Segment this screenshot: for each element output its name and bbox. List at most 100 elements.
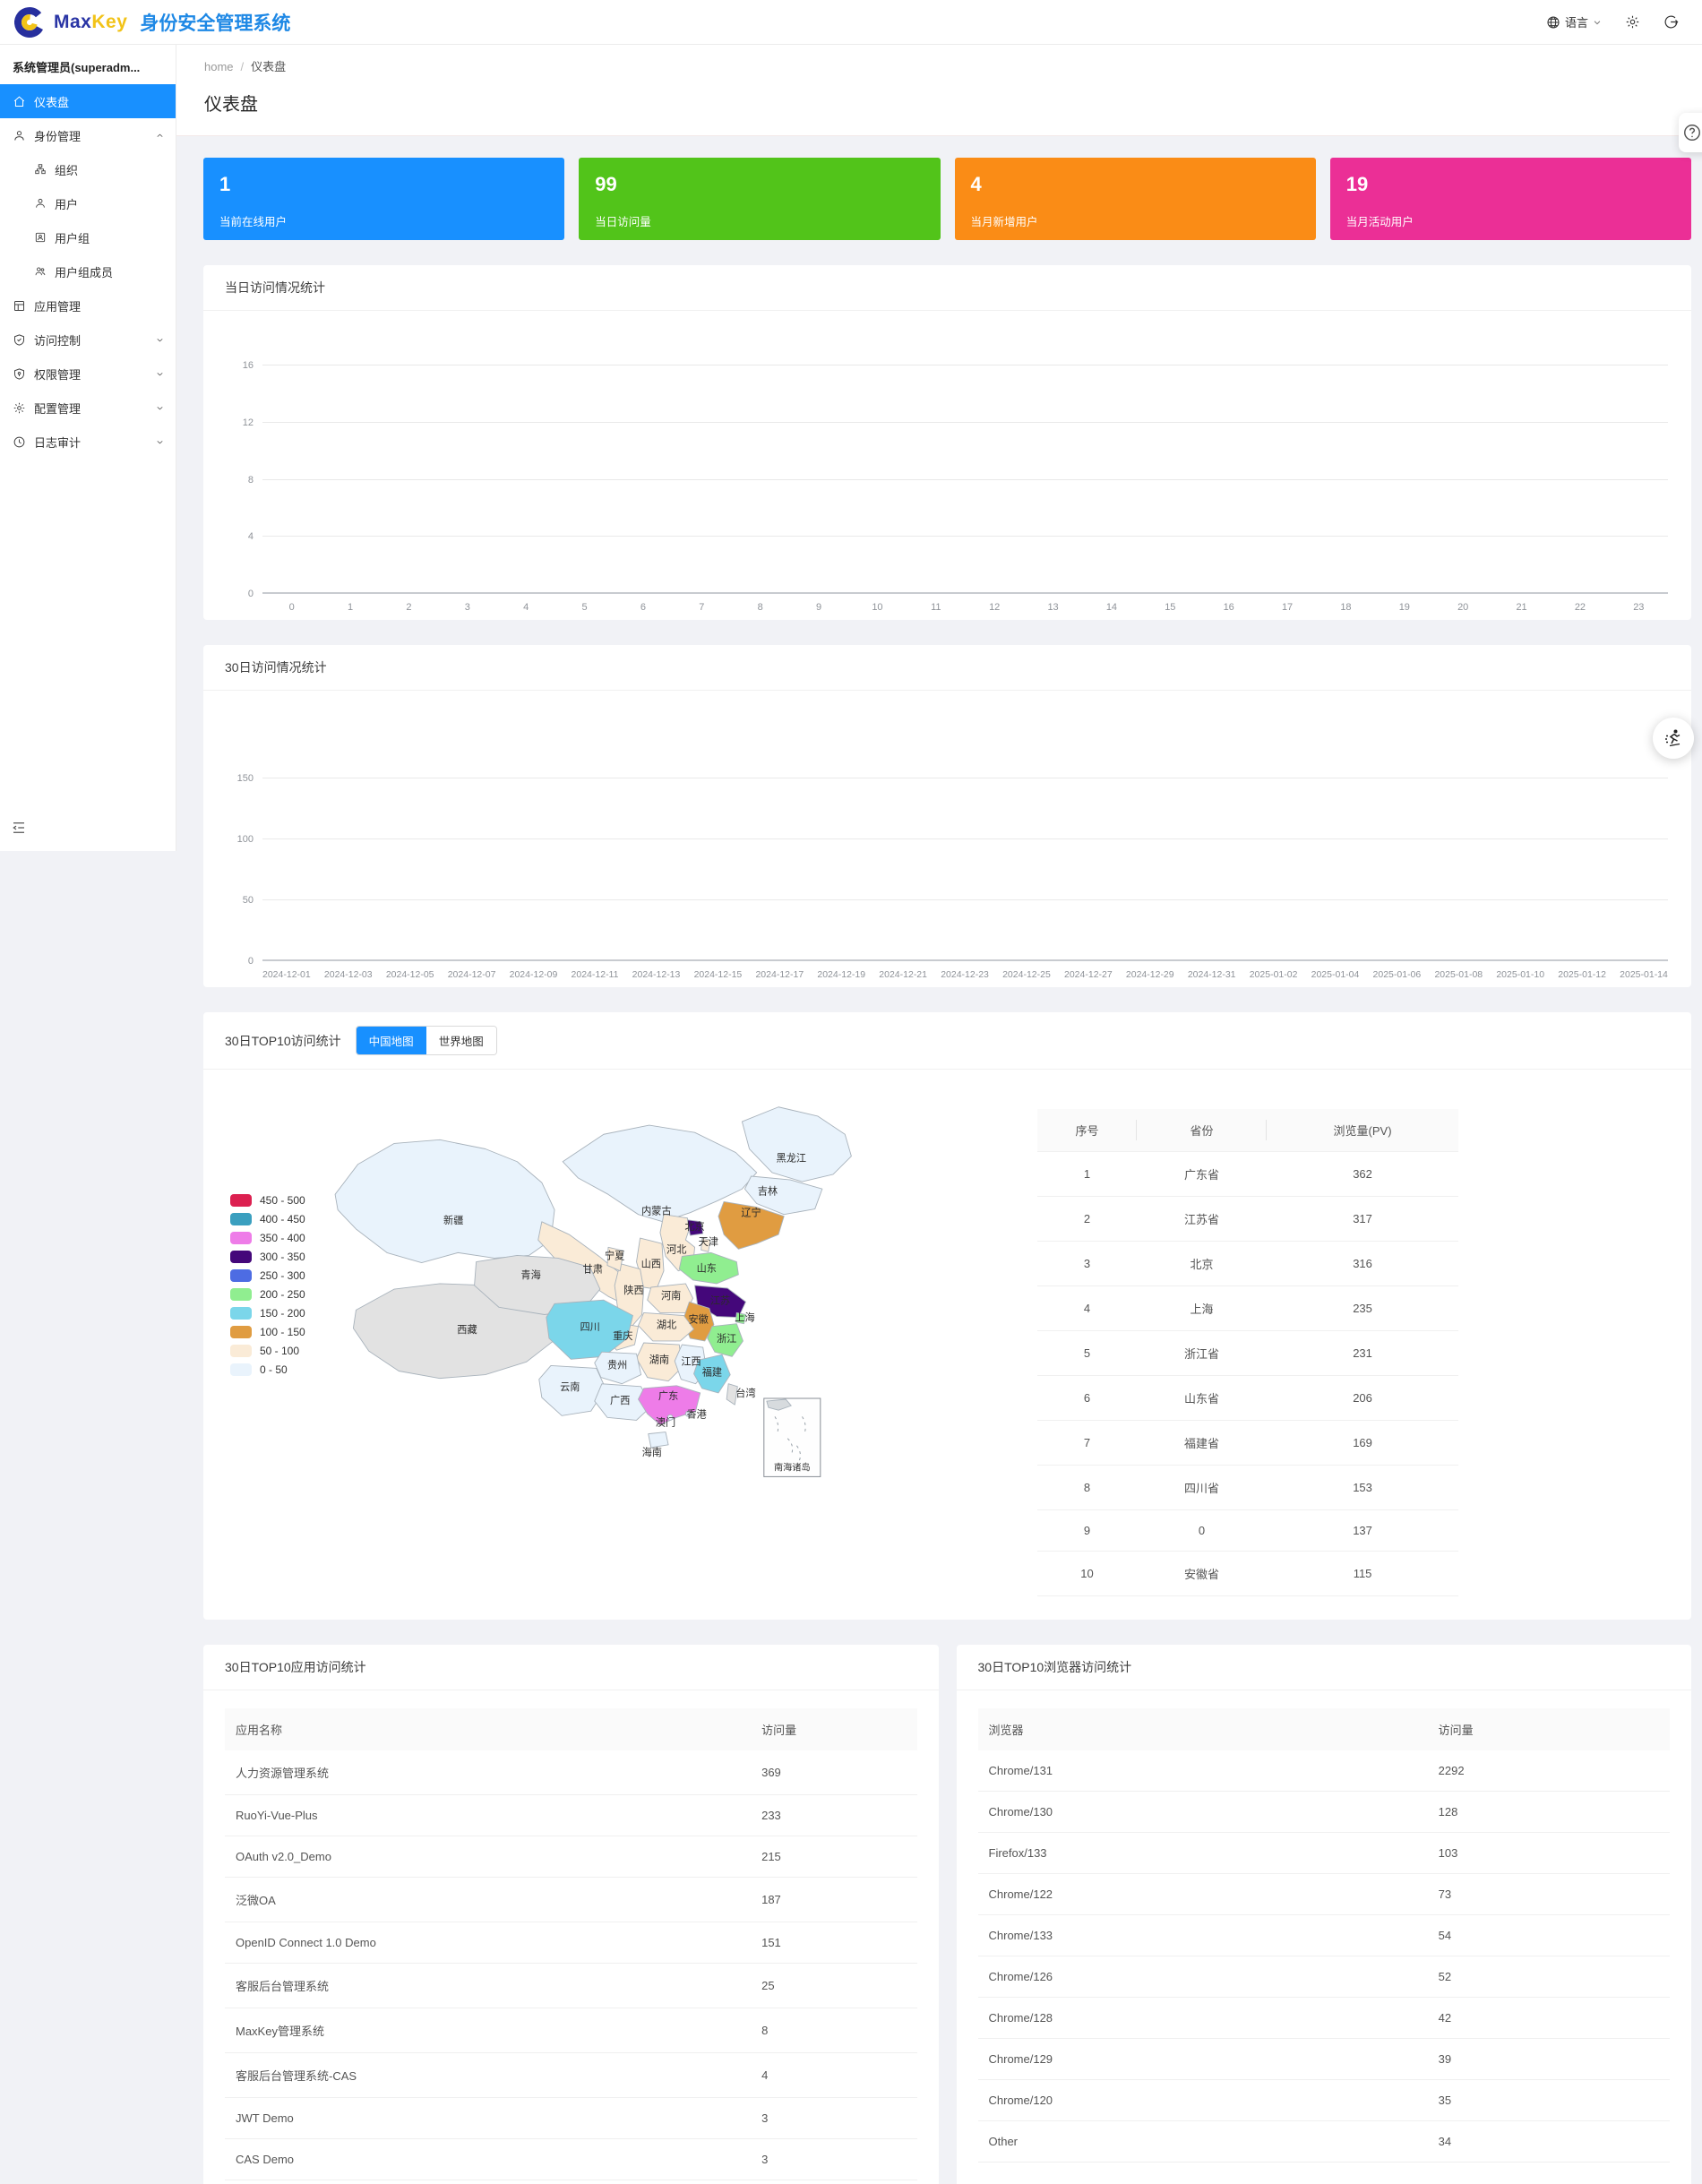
day-visits-chart: 0 4 8 12 16 0 1 2 3 4 5 6 7 8 9 10 11 12 13 14 15 16 17 18 19 20 2… <box>203 343 1691 620</box>
legend-swatch <box>230 1363 252 1376</box>
sidebar-item-访问控制[interactable]: 访问控制 <box>0 322 176 357</box>
logout-button[interactable] <box>1663 14 1679 30</box>
province-shape[interactable] <box>666 1414 674 1421</box>
y-axis-label: 0 <box>247 589 254 599</box>
legend-item[interactable]: 450 - 500 <box>230 1194 331 1207</box>
province-label: 天津 <box>699 1236 718 1248</box>
table-cell: 2 <box>1037 1196 1137 1242</box>
x-axis-label <box>1359 969 1372 980</box>
column-header: 浏览量(PV) <box>1267 1109 1458 1152</box>
province-shape[interactable] <box>638 1385 701 1425</box>
legend-item[interactable]: 150 - 200 <box>230 1307 331 1320</box>
x-axis-label: 2024-12-21 <box>879 969 927 980</box>
province-shape[interactable] <box>684 1410 692 1417</box>
tab-world-map[interactable]: 世界地图 <box>426 1027 496 1054</box>
table-row: Chrome/122 73 <box>977 1873 1670 1915</box>
day-visits-title: 当日访问情况统计 <box>203 265 1691 311</box>
sidebar-item-日志审计[interactable]: 日志审计 <box>0 425 176 459</box>
x-axis-label: 5 <box>581 602 588 613</box>
province-shape[interactable] <box>678 1251 739 1285</box>
province-shape[interactable] <box>701 1237 711 1252</box>
help-button[interactable] <box>1679 113 1702 152</box>
table-cell: 浙江省 <box>1136 1330 1268 1376</box>
tab-china-map[interactable]: 中国地图 <box>356 1027 426 1054</box>
legend-item[interactable]: 50 - 100 <box>230 1345 331 1357</box>
legend-item[interactable]: 200 - 250 <box>230 1288 331 1301</box>
sidebar-item-应用管理[interactable]: 应用管理 <box>0 288 176 322</box>
table-cell: MaxKey管理系统 <box>225 2008 752 2053</box>
legend-item[interactable]: 400 - 450 <box>230 1213 331 1225</box>
region-table: 序号 省份 浏览量(PV) 1 广东省 362 2 江苏省 317 3 北京 316 4 上海 235 5 浙江… <box>1037 1109 1458 1596</box>
x-axis-label: 2024-12-19 <box>817 969 866 980</box>
province-shape[interactable] <box>686 1219 704 1236</box>
x-axis-label <box>434 969 448 980</box>
theme-switch-button[interactable] <box>1653 718 1694 759</box>
province-shape[interactable] <box>741 1106 852 1182</box>
legend-label: 250 - 300 <box>260 1269 305 1282</box>
sidebar-item-身份管理[interactable]: 身份管理 <box>0 118 176 152</box>
province-label: 新疆 <box>443 1214 463 1226</box>
sidebar-item-配置管理[interactable]: 配置管理 <box>0 391 176 425</box>
legend-item[interactable]: 300 - 350 <box>230 1251 331 1263</box>
legend-item[interactable]: 0 - 50 <box>230 1363 331 1376</box>
sidebar-subitem-用户[interactable]: 用户 <box>0 186 176 220</box>
table-cell: 1 <box>1037 1151 1137 1197</box>
legend-swatch <box>230 1288 252 1301</box>
province-shape[interactable] <box>606 1246 624 1272</box>
province-label: 辽宁 <box>741 1207 761 1219</box>
province-label: 云南 <box>560 1381 580 1393</box>
province-shape[interactable] <box>718 1201 785 1250</box>
table-cell: Chrome/126 <box>977 1956 1428 1998</box>
x-axis-label <box>1113 969 1126 980</box>
x-axis-label: 20 <box>1457 602 1469 613</box>
province-shape[interactable] <box>693 1354 731 1394</box>
table-row: Chrome/120 35 <box>977 2079 1670 2121</box>
sidebar-collapse-button[interactable] <box>11 820 27 840</box>
team-icon <box>35 232 46 243</box>
province-shape[interactable] <box>726 1383 738 1406</box>
legend-item[interactable]: 250 - 300 <box>230 1269 331 1282</box>
sidebar-subitem-组织[interactable]: 组织 <box>0 152 176 186</box>
table-row: 8 四川省 153 <box>1037 1465 1458 1510</box>
province-shape[interactable] <box>707 1323 744 1357</box>
x-axis-label: 2025-01-12 <box>1558 969 1606 980</box>
province-shape[interactable] <box>744 1175 823 1216</box>
x-axis-label <box>1051 969 1064 980</box>
province-shape[interactable] <box>334 1139 555 1264</box>
settings-button[interactable] <box>1625 14 1640 30</box>
province-label: 西藏 <box>457 1324 477 1336</box>
x-axis-label: 16 <box>1223 602 1234 613</box>
language-dropdown[interactable]: 语言 <box>1546 13 1602 30</box>
stat-value: 19 <box>1345 173 1369 195</box>
province-shape[interactable] <box>638 1312 694 1342</box>
table-cell: Firefox/133 <box>977 1832 1428 1874</box>
sidebar-subitem-用户组成员[interactable]: 用户组成员 <box>0 254 176 288</box>
province-shape[interactable] <box>538 1364 606 1416</box>
legend-item[interactable]: 100 - 150 <box>230 1326 331 1338</box>
table-cell: CAS Demo <box>225 2138 752 2180</box>
sidebar-item-label: 仪表盘 <box>34 95 70 109</box>
x-axis-label: 4 <box>523 602 529 613</box>
sidebar-item-仪表盘[interactable]: 仪表盘 <box>0 84 176 118</box>
province-shape[interactable] <box>594 1383 652 1421</box>
province-shape[interactable] <box>562 1124 758 1223</box>
x-axis-label: 15 <box>1165 602 1176 613</box>
column-header: 序号 <box>1037 1109 1137 1152</box>
province-shape[interactable] <box>735 1312 746 1325</box>
x-axis-label: 2024-12-23 <box>941 969 989 980</box>
legend-swatch <box>230 1213 252 1225</box>
table-cell: 103 <box>1427 1832 1670 1874</box>
province-label: 香港 <box>686 1408 706 1420</box>
province-shape[interactable] <box>648 1432 669 1449</box>
province-label: 南海诸岛 <box>774 1461 811 1473</box>
sidebar-subitem-用户组[interactable]: 用户组 <box>0 220 176 254</box>
x-axis-label <box>989 969 1002 980</box>
province-label: 山西 <box>641 1259 661 1270</box>
province-shape[interactable] <box>594 1351 642 1385</box>
dashboard-icon <box>13 96 25 107</box>
gridline <box>262 592 1668 594</box>
sidebar-item-权限管理[interactable]: 权限管理 <box>0 357 176 391</box>
breadcrumb-home[interactable]: home <box>204 60 234 73</box>
province-shape[interactable] <box>474 1254 601 1315</box>
legend-item[interactable]: 350 - 400 <box>230 1232 331 1244</box>
